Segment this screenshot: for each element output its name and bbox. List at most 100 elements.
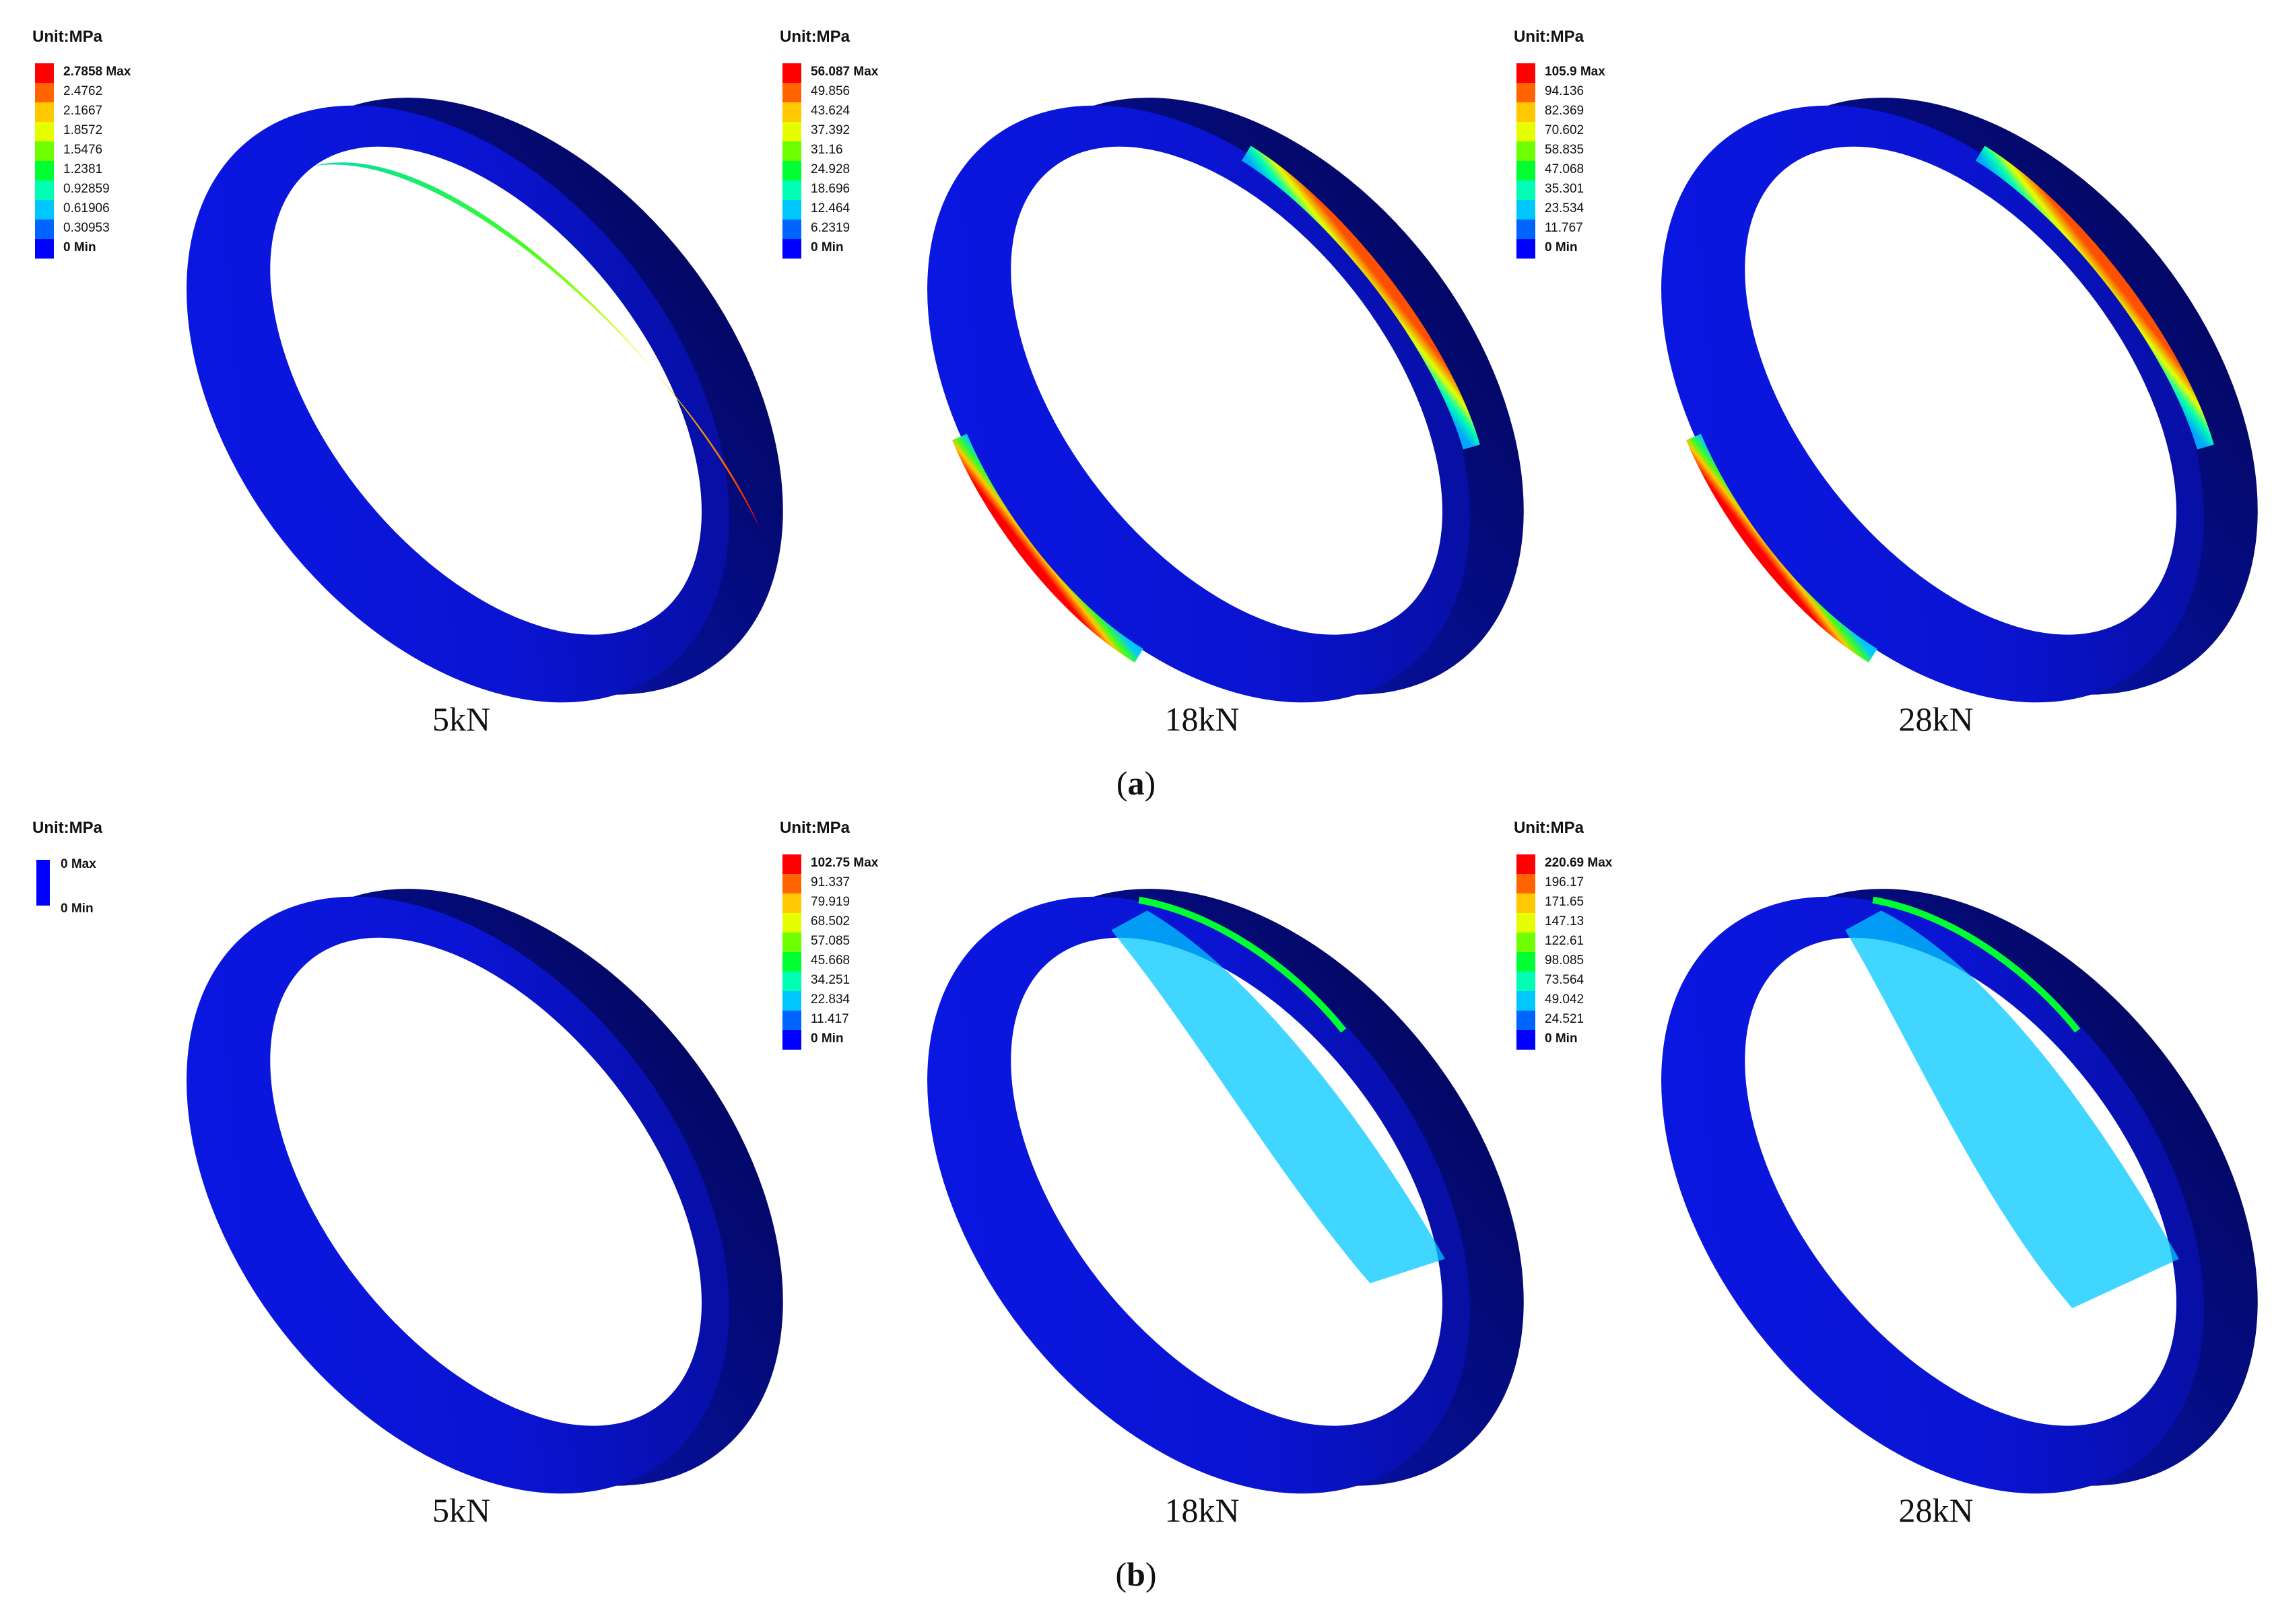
- legend-tick-label: 12.464: [811, 201, 850, 215]
- ring-model: [1661, 98, 2258, 703]
- legend-swatch: [782, 972, 801, 991]
- legend-swatch: [782, 854, 801, 874]
- legend-swatch: [1516, 122, 1535, 141]
- legend-swatch: [782, 122, 801, 141]
- legend-tick-label: 49.042: [1545, 992, 1584, 1007]
- legend-swatch: [1516, 180, 1535, 200]
- legend-unit-label: Unit:MPa: [1514, 819, 1584, 837]
- legend-max-label: 102.75 Max: [811, 856, 879, 870]
- legend-max-label: 2.7858 Max: [63, 65, 131, 79]
- legend-swatch: [1516, 63, 1535, 83]
- legend-swatch: [1516, 161, 1535, 180]
- ring-model: [1661, 889, 2258, 1494]
- load-label: 28kN: [1898, 1491, 1973, 1529]
- legend-swatch: [782, 1011, 801, 1030]
- stress-edge-band-left: [951, 434, 1143, 663]
- case-b-18kN: Unit:MPa 102.75 Max 91.337 79.919 68.502 57.0…: [780, 819, 1524, 1529]
- panels-layer: Unit:MPa 2.7858 Max 2.4762 2.1667 1.8572 1.54…: [32, 28, 2258, 1593]
- legend-min-label: 0 Min: [63, 240, 96, 255]
- legend-swatch: [782, 1030, 801, 1050]
- legend-tick-label: 43.624: [811, 104, 850, 118]
- legend-tick-label: 147.13: [1545, 914, 1584, 928]
- stress-contour-region: [1845, 910, 2179, 1308]
- legend-tick-label: 73.564: [1545, 973, 1584, 987]
- legend-swatch: [35, 180, 54, 200]
- stress-edge-band-right: [1872, 896, 2081, 1033]
- stress-edge-band-left: [1685, 434, 1877, 663]
- legend-tick-label: 196.17: [1545, 875, 1584, 889]
- legend-swatch: [782, 952, 801, 972]
- legend-tick-label: 37.392: [811, 123, 850, 137]
- case-a-5kN: Unit:MPa 2.7858 Max 2.4762 2.1667 1.8572 1.54…: [32, 28, 783, 738]
- legend-tick-label: 49.856: [811, 84, 850, 98]
- legend-tick-label: 98.085: [1545, 953, 1584, 968]
- legend-swatch: [782, 63, 801, 83]
- legend-swatch: [1516, 239, 1535, 259]
- legend-swatch: [1516, 874, 1535, 893]
- legend-min-label: 0 Min: [1545, 1031, 1578, 1046]
- load-label: 5kN: [432, 1491, 490, 1529]
- stress-contour-region: [1111, 910, 1445, 1284]
- legend-swatch: [1516, 1011, 1535, 1030]
- legend-unit-label: Unit:MPa: [780, 28, 850, 46]
- legend-swatch: [35, 63, 54, 83]
- legend-swatch: [782, 874, 801, 893]
- stress-edge-band-right: [1241, 145, 1480, 450]
- legend-max-label: 105.9 Max: [1545, 65, 1605, 79]
- stress-edge-band-right: [1138, 896, 1347, 1033]
- legend-swatch: [1516, 102, 1535, 122]
- legend-tick-label: 58.835: [1545, 143, 1584, 157]
- legend-unit-label: Unit:MPa: [32, 819, 103, 837]
- legend-swatch: [1516, 952, 1535, 972]
- legend-tick-label: 2.4762: [63, 84, 102, 98]
- legend-tick-label: 11.767: [1545, 221, 1583, 235]
- legend-tick-label: 24.521: [1545, 1012, 1584, 1026]
- legend-tick-label: 24.928: [811, 162, 850, 176]
- legend-max-label: 220.69 Max: [1545, 856, 1613, 870]
- legend-swatch: [35, 200, 54, 219]
- legend-swatch: [1516, 83, 1535, 102]
- ring-opening: [1011, 146, 1442, 635]
- legend-min-label: 0 Min: [1545, 240, 1578, 255]
- legend-tick-label: 91.337: [811, 875, 850, 889]
- legend-swatch: [35, 239, 54, 259]
- legend-swatch: [782, 102, 801, 122]
- ring-opening: [1745, 146, 2176, 635]
- panel-caption: (a): [1116, 764, 1156, 802]
- load-label: 18kN: [1164, 700, 1239, 738]
- panel-b: Unit:MPa 0 Max 0 Min 5kN Unit:MPa 102.75 Max 9…: [32, 819, 2258, 1593]
- legend-swatch: [782, 141, 801, 161]
- legend-swatch: [1516, 141, 1535, 161]
- legend-swatch: [1516, 933, 1535, 952]
- legend-swatch: [1516, 200, 1535, 219]
- stress-edge-band-right: [1975, 145, 2214, 450]
- legend-tick-label: 31.16: [811, 143, 843, 157]
- legend-swatch: [1516, 991, 1535, 1011]
- legend-tick-label: 1.8572: [63, 123, 102, 137]
- legend-min-label: 0 Min: [811, 240, 844, 255]
- load-label: 18kN: [1164, 1491, 1239, 1529]
- case-a-28kN: Unit:MPa 105.9 Max 94.136 82.369 70.602 58.83…: [1514, 28, 2258, 738]
- load-label: 28kN: [1898, 700, 1973, 738]
- case-a-18kN: Unit:MPa 56.087 Max 49.856 43.624 37.392 31.1…: [780, 28, 1524, 738]
- panel-a: Unit:MPa 2.7858 Max 2.4762 2.1667 1.8572 1.54…: [32, 28, 2258, 802]
- legend-swatch: [782, 180, 801, 200]
- legend-min-label: 0 Min: [61, 902, 94, 916]
- legend-tick-label: 122.61: [1545, 934, 1584, 948]
- legend-tick-label: 22.834: [811, 992, 850, 1007]
- legend-swatch: [35, 122, 54, 141]
- ring-model: [187, 889, 783, 1494]
- legend-tick-label: 47.068: [1545, 162, 1584, 176]
- legend-tick-label: 68.502: [811, 914, 850, 928]
- ring-opening: [270, 937, 702, 1426]
- legend-swatch: [1516, 854, 1535, 874]
- legend-swatch: [782, 933, 801, 952]
- legend-tick-label: 2.1667: [63, 104, 102, 118]
- legend-unit-label: Unit:MPa: [32, 28, 103, 46]
- legend-tick-label: 18.696: [811, 182, 850, 196]
- legend-tick-label: 171.65: [1545, 895, 1584, 909]
- legend-swatch: [782, 913, 801, 933]
- legend-tick-label: 23.534: [1545, 201, 1584, 215]
- legend-swatch: [35, 83, 54, 102]
- legend-tick-label: 79.919: [811, 895, 850, 909]
